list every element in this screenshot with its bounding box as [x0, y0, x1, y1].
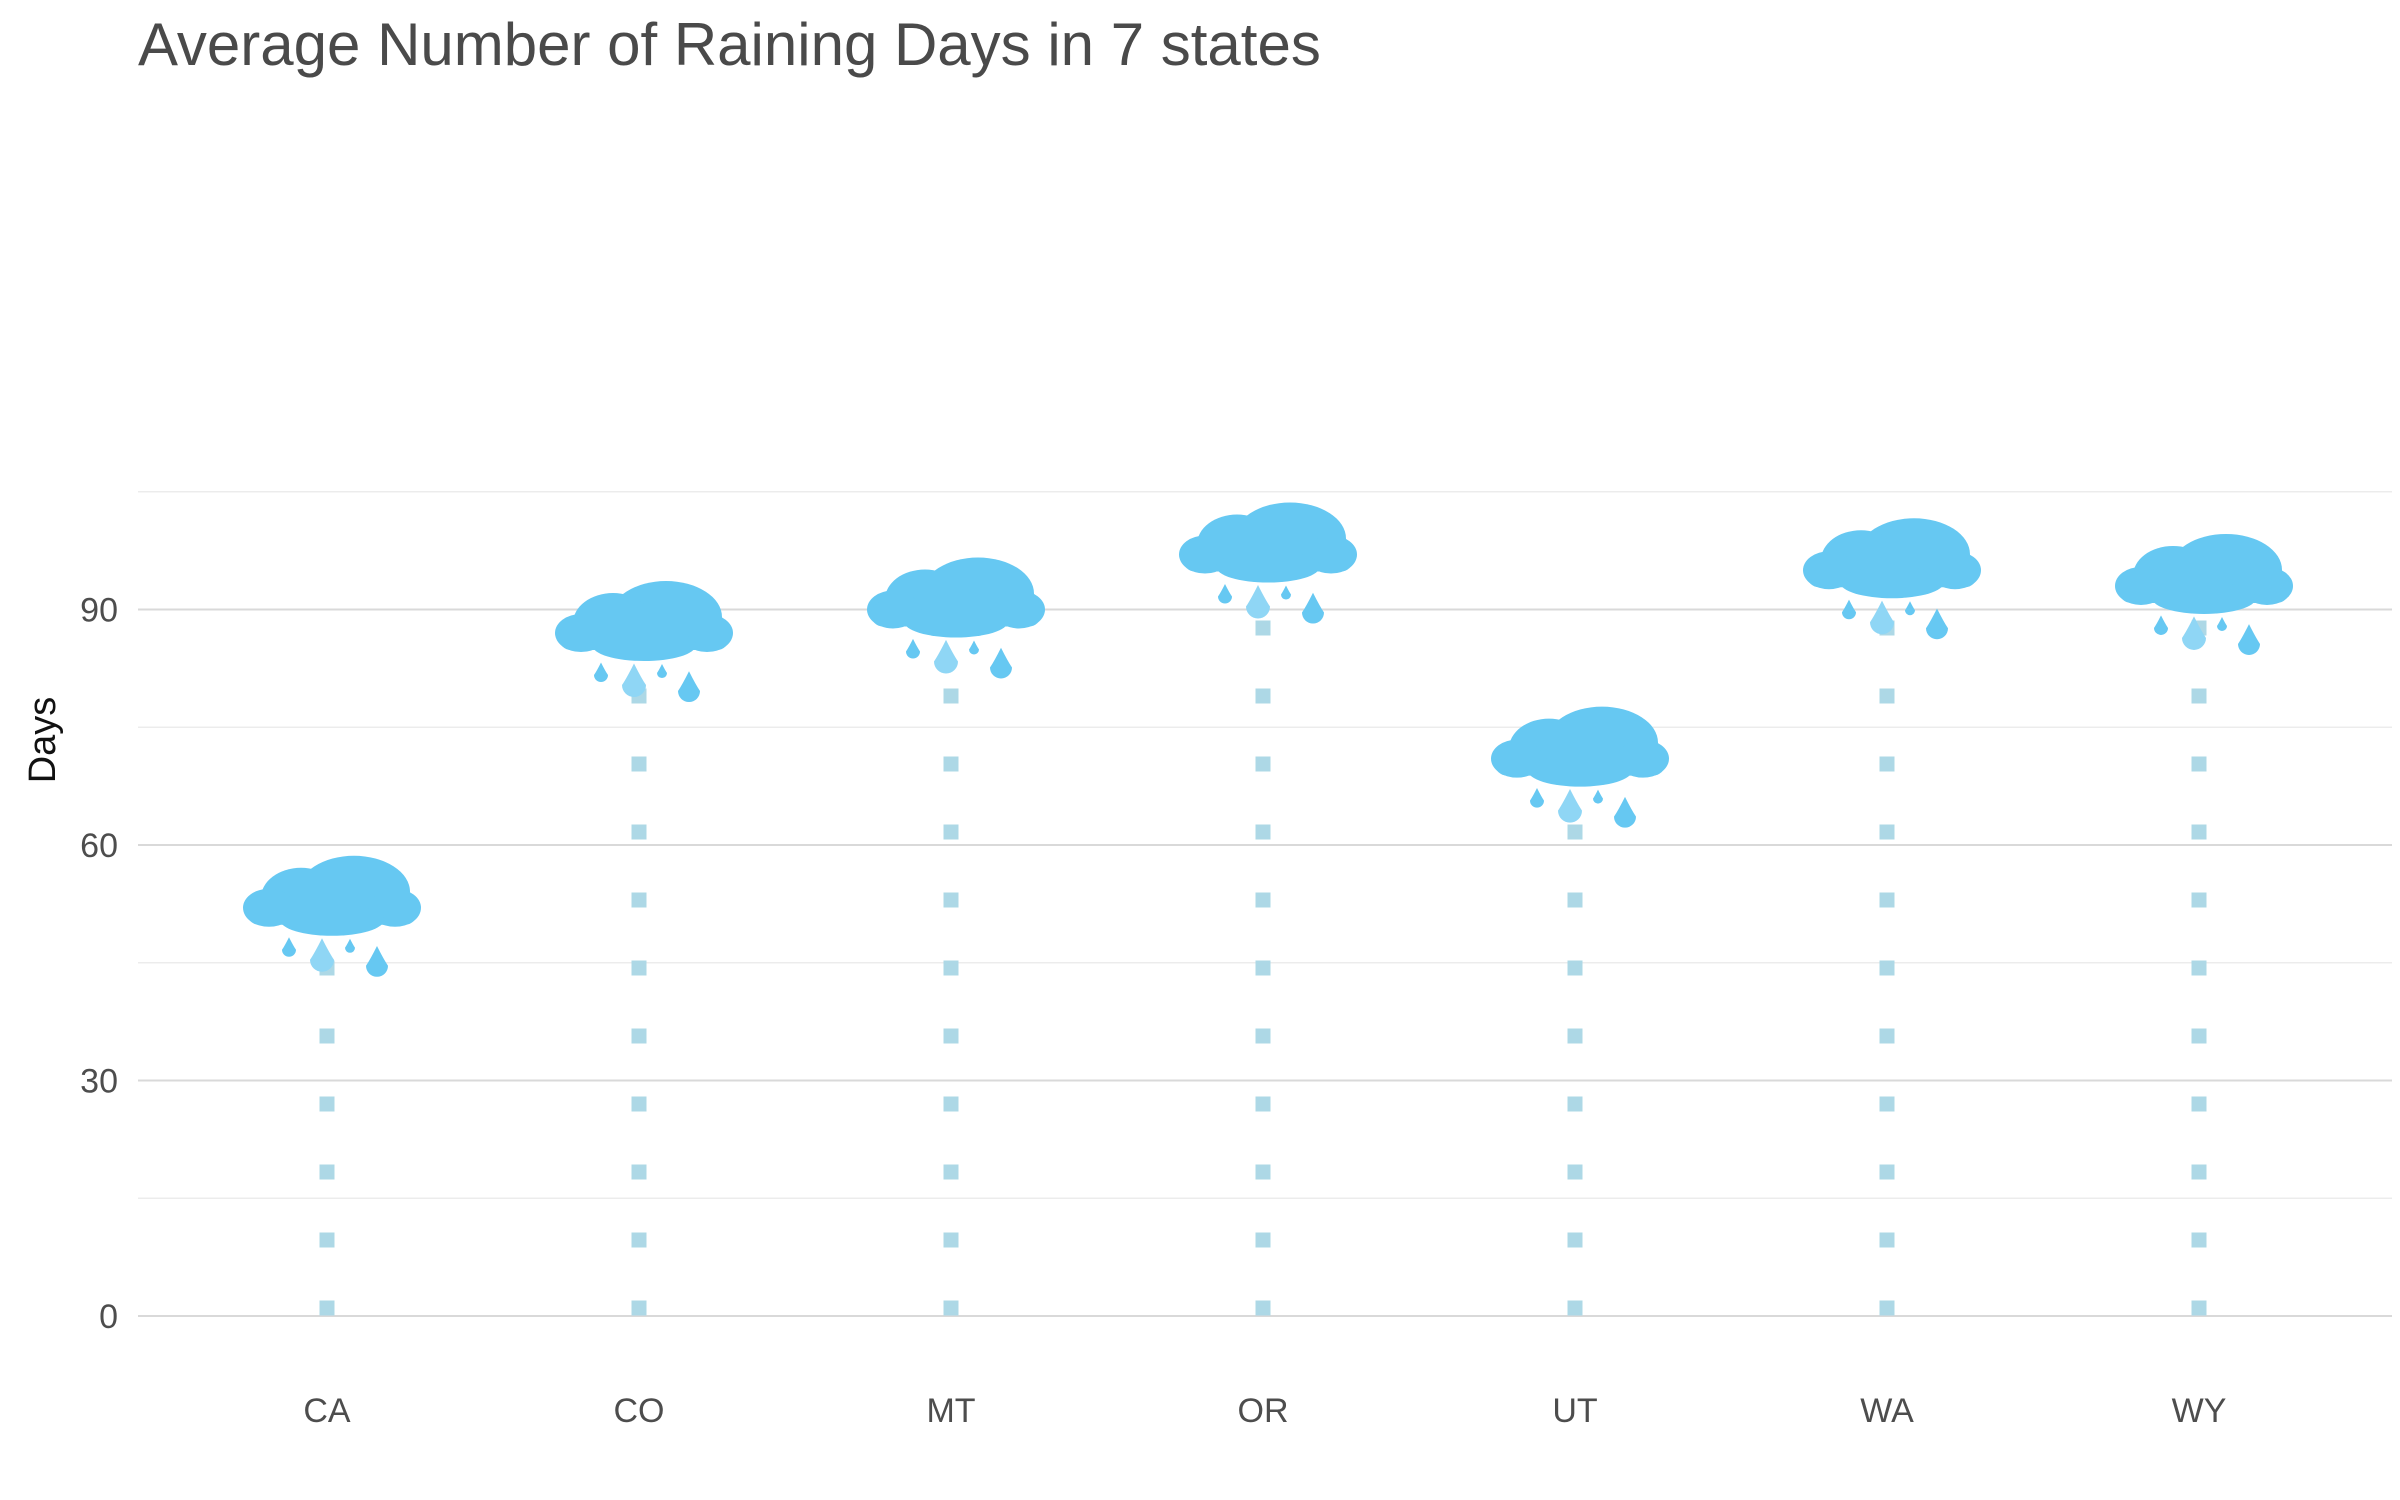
stem-dot	[1567, 960, 1583, 976]
stem-dot	[1567, 1028, 1583, 1044]
x-tick-label: MT	[926, 1392, 975, 1430]
stem	[631, 688, 647, 1316]
rain-cloud-icon	[1803, 518, 1981, 640]
stem-dot	[1567, 1232, 1583, 1248]
x-tick-label: OR	[1238, 1392, 1289, 1430]
stem-dot	[943, 1028, 959, 1044]
stem	[943, 620, 959, 1316]
stem	[1567, 756, 1583, 1316]
y-axis-title: Days	[22, 697, 64, 784]
stem-dot	[319, 1300, 335, 1316]
y-axis-ticks: 0 30 60 90	[80, 592, 118, 1337]
y-tick-label: 0	[99, 1298, 118, 1336]
stem-dot	[1567, 1096, 1583, 1112]
y-tick-label: 60	[80, 827, 118, 865]
stem	[1879, 620, 1895, 1316]
x-tick-label: UT	[1552, 1392, 1597, 1430]
stem-dot	[2191, 688, 2207, 704]
stem-dot	[2191, 756, 2207, 772]
stem-dot	[1879, 1164, 1895, 1180]
stem-dot	[2191, 1096, 2207, 1112]
stem	[2191, 620, 2207, 1316]
stem-dot	[1879, 1096, 1895, 1112]
stem-dot	[2191, 824, 2207, 840]
stem-dot	[631, 1164, 647, 1180]
stem-dot	[2191, 1164, 2207, 1180]
stem-dot	[1255, 756, 1271, 772]
stem-dot	[1879, 1028, 1895, 1044]
stem-dot	[1567, 892, 1583, 908]
rain-cloud-icon	[867, 557, 1045, 679]
x-tick-label: WA	[1860, 1392, 1914, 1430]
stem-dot	[1255, 1300, 1271, 1316]
stem-dot	[319, 1096, 335, 1112]
stem-dot	[631, 1096, 647, 1112]
stem-dot	[1567, 1300, 1583, 1316]
stem-dot	[1879, 756, 1895, 772]
stem-dot	[631, 1232, 647, 1248]
stem-dot	[2191, 1232, 2207, 1248]
stem-dot	[943, 824, 959, 840]
rain-cloud-icon	[555, 581, 733, 703]
stem-dot	[319, 1232, 335, 1248]
stem-dot	[1879, 824, 1895, 840]
stem-dot	[1255, 1028, 1271, 1044]
stem-dot	[1255, 620, 1271, 636]
stem-dot	[1879, 688, 1895, 704]
stem-dot	[1255, 1096, 1271, 1112]
grid-lines	[138, 491, 2392, 1317]
stem-dot	[2191, 1028, 2207, 1044]
stem-dot	[943, 960, 959, 976]
stem-dot	[943, 756, 959, 772]
x-tick-label: CA	[303, 1392, 351, 1430]
chart-title: Average Number of Raining Days in 7 stat…	[138, 11, 1321, 78]
stem-dot	[943, 1096, 959, 1112]
y-tick-label: 90	[80, 592, 118, 630]
stem-dot	[631, 1300, 647, 1316]
x-tick-label: CO	[614, 1392, 665, 1430]
stem-dot	[631, 960, 647, 976]
x-tick-label: WY	[2172, 1392, 2227, 1430]
stem-dot	[319, 1164, 335, 1180]
markers	[243, 502, 2293, 977]
rain-cloud-icon	[243, 855, 421, 977]
stem	[319, 960, 335, 1316]
stem-dot	[1567, 824, 1583, 840]
stem-dot	[2191, 960, 2207, 976]
stem-dot	[943, 1164, 959, 1180]
stem-dot	[943, 1300, 959, 1316]
stem-dot	[1879, 1232, 1895, 1248]
stem-dot	[1255, 1232, 1271, 1248]
stem-dot	[1255, 688, 1271, 704]
stem-dot	[1879, 960, 1895, 976]
stem-dot	[1255, 960, 1271, 976]
stem	[1255, 552, 1271, 1316]
rain-cloud-icon	[2115, 533, 2293, 655]
stem-dot	[943, 892, 959, 908]
stem-dot	[1255, 824, 1271, 840]
stem-dot	[2191, 892, 2207, 908]
rain-cloud-icon	[1491, 706, 1669, 828]
stem-dot	[631, 756, 647, 772]
rain-cloud-icon	[1179, 502, 1357, 624]
stem-dot	[1255, 892, 1271, 908]
stem-dot	[943, 1232, 959, 1248]
stem-dot	[2191, 1300, 2207, 1316]
stem-dot	[1879, 892, 1895, 908]
x-axis-ticks: CA CO MT OR UT WA WY	[303, 1392, 2226, 1430]
stem-dot	[1567, 1164, 1583, 1180]
stem-dot	[1255, 1164, 1271, 1180]
stem-dot	[631, 824, 647, 840]
stem-dot	[319, 1028, 335, 1044]
stem-dot	[943, 688, 959, 704]
stem-dot	[631, 1028, 647, 1044]
stem-dot	[1879, 1300, 1895, 1316]
y-tick-label: 30	[80, 1063, 118, 1101]
stem-dot	[631, 892, 647, 908]
